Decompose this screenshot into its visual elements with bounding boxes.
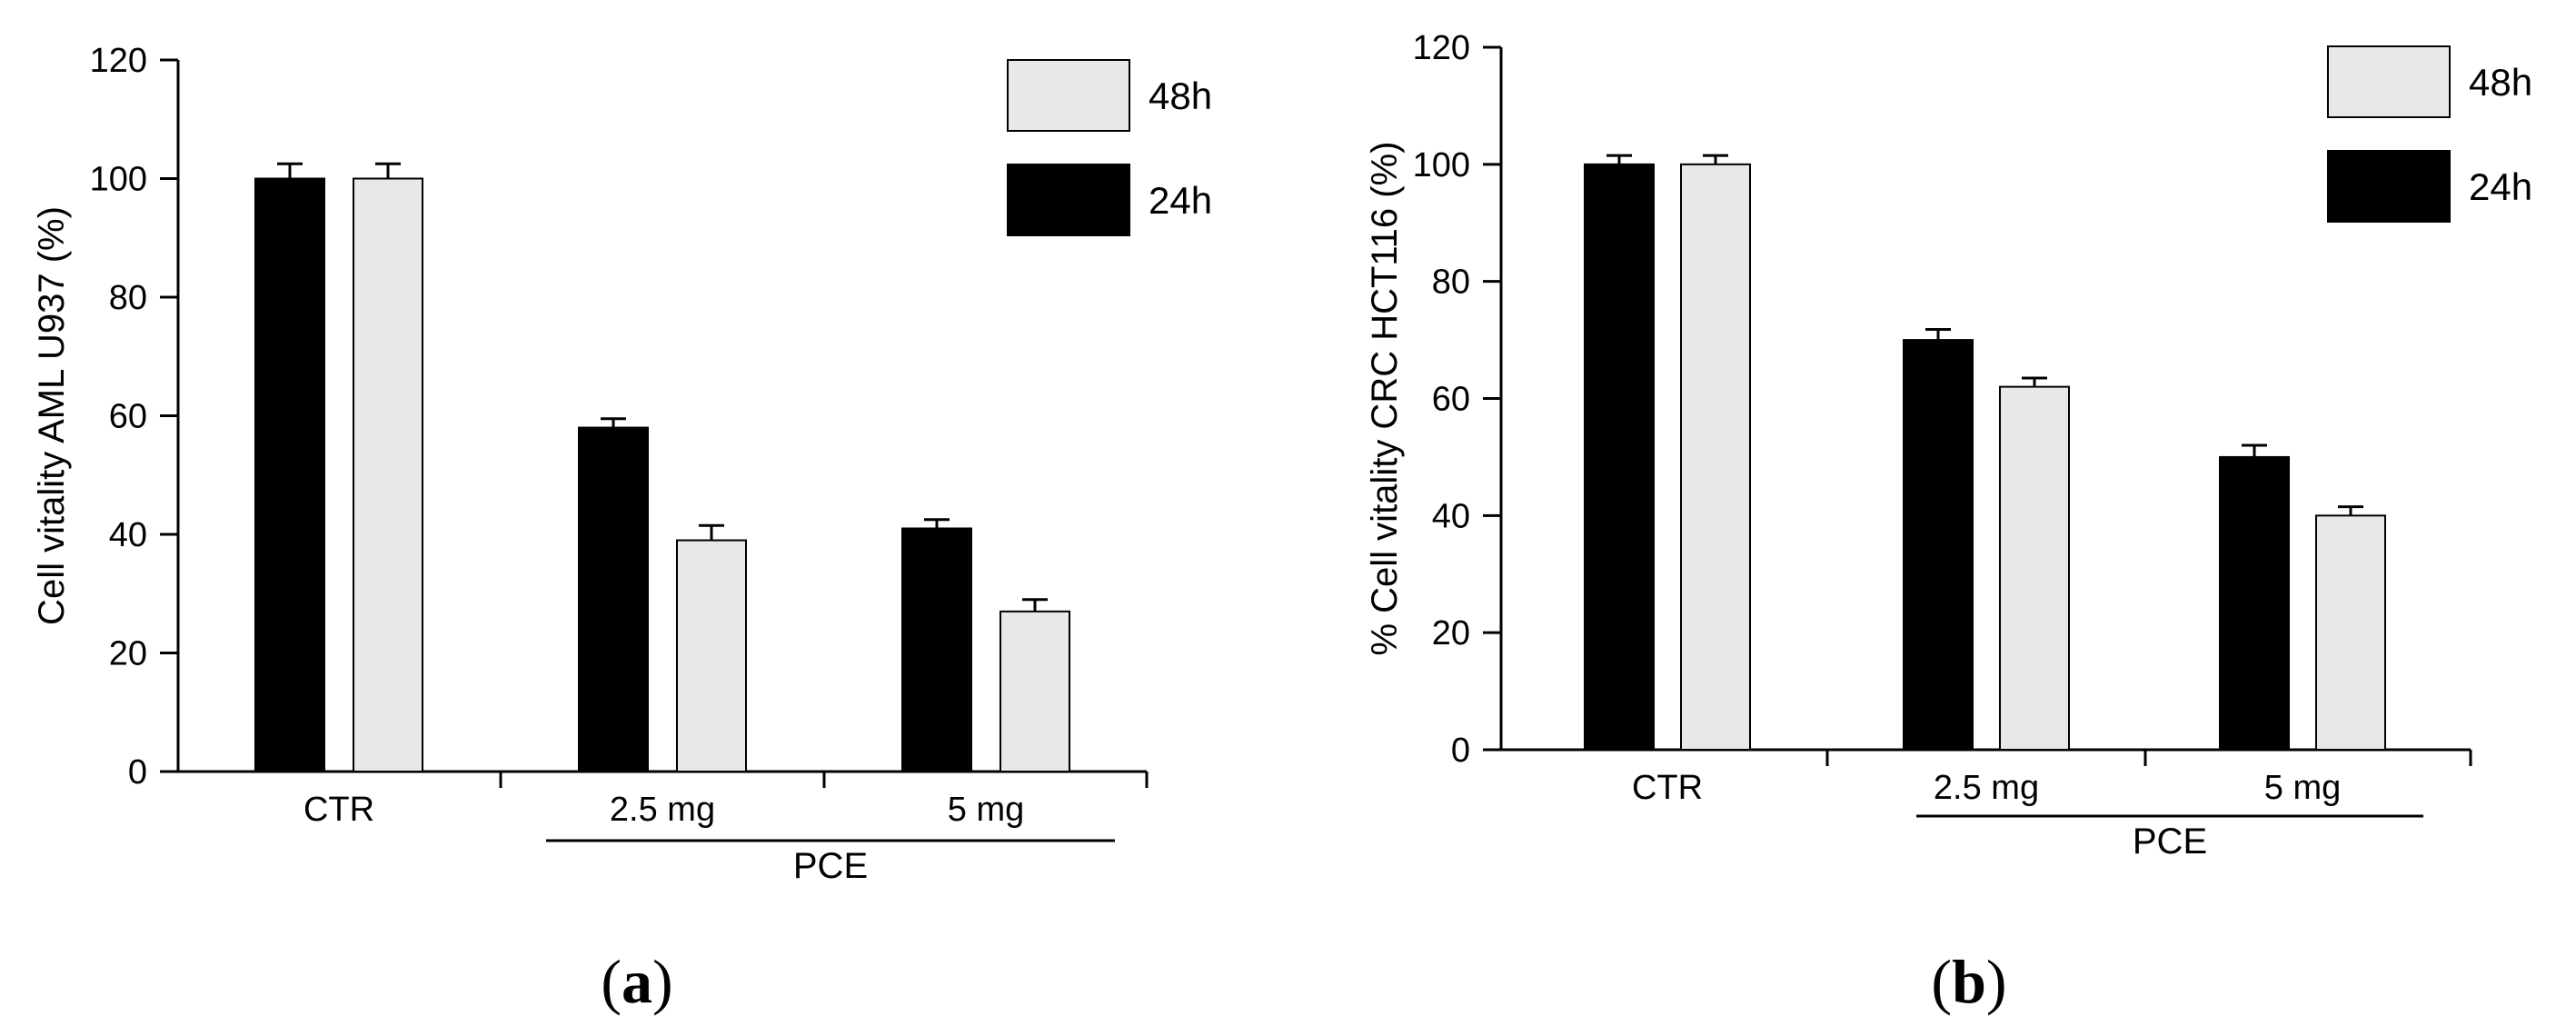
x-category-label: 2.5 mg: [1934, 769, 2039, 807]
panel-label-letter: b: [1952, 947, 1986, 1016]
legend-swatch-48h: [1007, 59, 1130, 132]
y-tick-label: 40: [1432, 497, 1470, 535]
panel-label-open: (: [601, 947, 622, 1016]
bar-24h-1: [578, 426, 649, 772]
legend-label-24h: 24h: [1149, 179, 1212, 222]
y-axis-title: % Cell vitality CRC HCT116 (%): [1365, 141, 1405, 655]
bar-24h-2: [901, 527, 972, 772]
y-tick-label: 80: [1432, 264, 1470, 302]
y-tick-label: 20: [109, 635, 147, 673]
legend-label-48h: 48h: [1149, 75, 1212, 117]
legend-swatch-48h: [2327, 45, 2451, 118]
y-tick-label: 0: [1451, 732, 1470, 770]
panel-a-chart: 0 20 40 60 80 100 120 Cell vitality AML U937 (%…: [32, 42, 1212, 1016]
y-tick-label: 0: [128, 753, 147, 792]
x-category-label: 2.5 mg: [610, 791, 715, 829]
bar-48h-1: [1999, 385, 2070, 751]
group-bracket-label: PCE: [2133, 822, 2207, 862]
bar-24h-0: [254, 177, 325, 772]
y-tick-label: 120: [90, 42, 147, 80]
bar-24h-1: [1903, 339, 1974, 751]
bar-48h-1: [676, 539, 747, 773]
panel-label-close: ): [1986, 947, 2007, 1016]
panel-label-open: (: [1931, 947, 1952, 1016]
bar-24h-2: [2219, 455, 2290, 751]
x-category-label: CTR: [303, 791, 374, 829]
y-tick-label: 100: [1413, 146, 1470, 184]
y-axis-title: Cell vitality AML U937 (%): [32, 206, 72, 625]
y-tick-label: 20: [1432, 614, 1470, 652]
y-tick-label: 80: [109, 279, 147, 317]
x-category-label: 5 mg: [948, 791, 1024, 829]
legend-label-24h: 24h: [2469, 165, 2532, 208]
y-tick-label: 40: [109, 516, 147, 554]
x-category-label: CTR: [1632, 769, 1703, 807]
y-tick-label: 120: [1413, 29, 1470, 67]
y-tick-label: 60: [1432, 381, 1470, 419]
bar-48h-0: [1680, 163, 1751, 752]
x-category-label: 5 mg: [2264, 769, 2341, 807]
panel-label-letter: a: [622, 947, 652, 1016]
y-tick-label: 100: [90, 161, 147, 199]
panel-b-chart: 0 20 40 60 80 100 120 % Cell vitality CRC HCT11…: [1365, 29, 2532, 1016]
legend-swatch-24h: [1007, 164, 1130, 236]
panel-label: (a): [601, 947, 672, 1016]
group-bracket-label: PCE: [793, 846, 868, 886]
y-tick-label: 60: [109, 398, 147, 436]
bar-48h-0: [353, 177, 423, 772]
panel-label: (b): [1931, 947, 2006, 1016]
bar-24h-0: [1584, 163, 1655, 752]
panel-label-close: ): [652, 947, 673, 1016]
legend-label-48h: 48h: [2469, 61, 2532, 104]
bar-48h-2: [1000, 610, 1070, 773]
bar-48h-2: [2315, 514, 2386, 751]
legend-swatch-24h: [2327, 150, 2451, 223]
